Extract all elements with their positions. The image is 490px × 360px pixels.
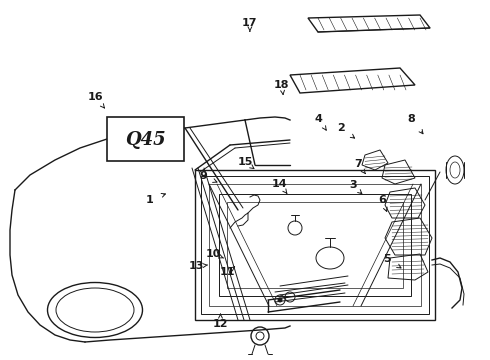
Text: 10: 10 [205,249,221,259]
Text: 7: 7 [354,159,362,169]
Circle shape [278,298,282,302]
Text: 8: 8 [408,114,416,124]
Text: 2: 2 [337,123,344,133]
Text: 11: 11 [220,267,236,277]
Text: 9: 9 [199,171,207,181]
FancyBboxPatch shape [107,117,184,161]
Text: 13: 13 [188,261,204,271]
Text: 15: 15 [237,157,253,167]
Text: 4: 4 [315,114,322,124]
Text: 12: 12 [213,319,228,329]
Text: 18: 18 [274,80,290,90]
Text: 6: 6 [378,195,386,205]
Text: 14: 14 [271,179,287,189]
Text: Q45: Q45 [125,131,166,149]
Text: 3: 3 [349,180,357,190]
Text: 17: 17 [242,18,258,28]
Text: 1: 1 [146,195,153,205]
Text: 5: 5 [383,254,391,264]
Text: 16: 16 [88,92,103,102]
